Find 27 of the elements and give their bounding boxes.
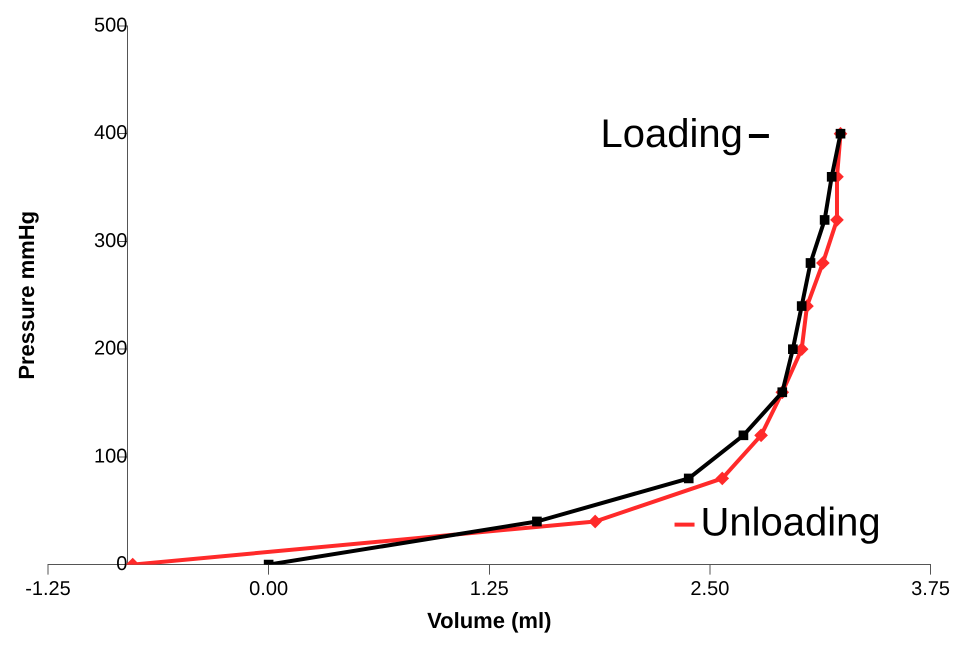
x-axis-title: Volume (ml) — [427, 608, 552, 633]
point — [816, 256, 829, 269]
point — [826, 172, 837, 182]
y-tick-label: 100 — [94, 445, 128, 468]
y-tick-label: 200 — [94, 338, 128, 360]
point — [716, 472, 728, 484]
y-tick-label: 400 — [94, 122, 128, 144]
y-axis-title: Pressure mmHg — [14, 210, 40, 380]
legend-label: Unloading — [700, 500, 881, 545]
x-tick-label: -1.25 — [25, 578, 71, 600]
text: Loading — [600, 112, 743, 156]
x-tick-label: 2.50 — [690, 578, 730, 600]
point — [684, 474, 694, 484]
y-tick-label: 500 — [94, 14, 128, 37]
x-tick-label: 1.25 — [470, 578, 509, 600]
point — [830, 214, 843, 226]
point — [788, 344, 798, 354]
y-tick-label: 300 — [94, 230, 128, 252]
point — [820, 215, 830, 225]
point — [738, 430, 748, 440]
point — [806, 258, 816, 268]
x-tick-label: 0.00 — [249, 578, 288, 600]
point — [755, 429, 768, 442]
point — [589, 516, 602, 528]
point — [532, 516, 542, 526]
point — [796, 301, 807, 311]
x-tick-label: 3.75 — [911, 578, 950, 600]
